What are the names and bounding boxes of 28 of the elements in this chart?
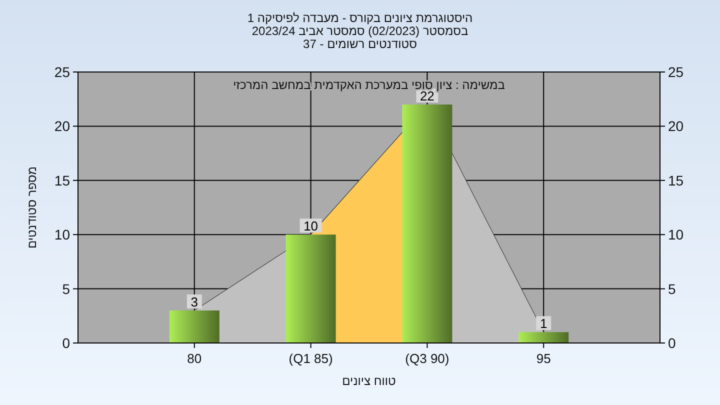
y2-tick-label: 10 — [668, 226, 684, 243]
y-tick-label: 0 — [62, 335, 70, 351]
data-label: 1 — [540, 316, 548, 332]
y-tick-label: 20 — [54, 118, 70, 134]
y-axis-title: מספר סטודנטים — [25, 166, 39, 249]
y-tick-label: 25 — [54, 64, 70, 80]
y2-tick-label: 0 — [668, 335, 676, 351]
x-tick-label: 80 — [187, 351, 202, 366]
x-tick-label: (Q1 85) — [288, 351, 333, 366]
data-label: 3 — [190, 294, 198, 310]
bar — [169, 310, 220, 343]
y-tick-label: 15 — [54, 172, 70, 188]
y2-tick-label: 20 — [668, 118, 684, 134]
chart-title: היסטוגרמת ציונים בקורס - מעבדה לפיסיקה 1 — [247, 11, 473, 25]
bar — [286, 234, 336, 343]
data-label: 22 — [420, 88, 434, 104]
y2-tick-label: 25 — [668, 64, 684, 80]
chart-subtitle: בסמסטר (02/2023) סמסטר אביב 2023/24 סטודנטים רשומים - 37 — [252, 24, 468, 51]
y2-tick-label: 5 — [668, 280, 676, 297]
x-axis-title: טווח ציונים — [342, 374, 396, 388]
bar — [518, 332, 569, 343]
y-tick-label: 5 — [62, 280, 70, 297]
y-tick-label: 10 — [54, 226, 70, 243]
y2-tick-label: 15 — [668, 172, 684, 188]
data-label: 10 — [304, 218, 318, 234]
bar — [402, 104, 452, 343]
x-tick-label: (Q3 90) — [405, 351, 450, 366]
x-tick-label: 95 — [536, 351, 551, 366]
